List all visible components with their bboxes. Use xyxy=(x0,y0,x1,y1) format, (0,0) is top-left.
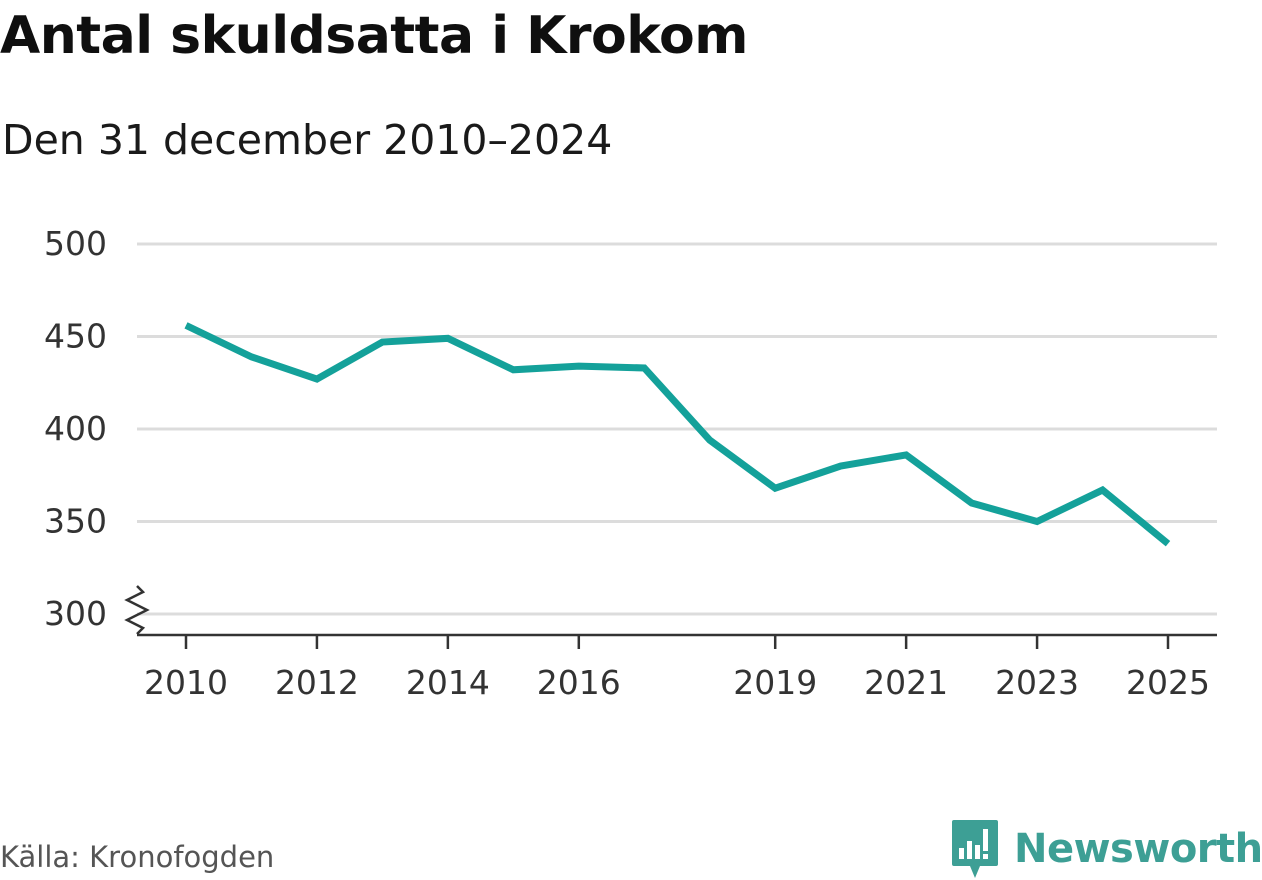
y-tick-label: 400 xyxy=(44,409,107,448)
source-note: Källa: Kronofogden xyxy=(0,840,274,874)
y-axis-break xyxy=(127,586,147,634)
x-tick-label: 2016 xyxy=(537,663,621,702)
line-chart: 300 350 400 450 500 2010 2012 2014 2016 2019 2021… xyxy=(0,0,1262,790)
x-tick-label: 2023 xyxy=(995,663,1079,702)
y-tick-label: 500 xyxy=(44,224,107,263)
y-tick-label: 350 xyxy=(44,502,107,541)
brand: Newsworthy xyxy=(950,818,1262,880)
y-axis: 300 350 400 450 500 xyxy=(44,224,147,634)
brand-name: Newsworthy xyxy=(1014,826,1262,872)
series-layer xyxy=(186,325,1168,544)
gridlines xyxy=(137,244,1217,614)
x-tick-label: 2014 xyxy=(406,663,490,702)
x-axis: 2010 2012 2014 2016 2019 2021 2023 2025 xyxy=(137,635,1217,702)
y-tick-label: 450 xyxy=(44,317,107,356)
y-tick-label: 300 xyxy=(44,594,107,633)
x-tick-label: 2021 xyxy=(864,663,948,702)
x-tick-label: 2012 xyxy=(275,663,359,702)
x-tick-label: 2019 xyxy=(733,663,817,702)
x-tick-label: 2025 xyxy=(1126,663,1210,702)
series-line xyxy=(186,325,1168,543)
x-tick-label: 2010 xyxy=(144,663,228,702)
newsworthy-logo-icon xyxy=(950,818,1000,880)
